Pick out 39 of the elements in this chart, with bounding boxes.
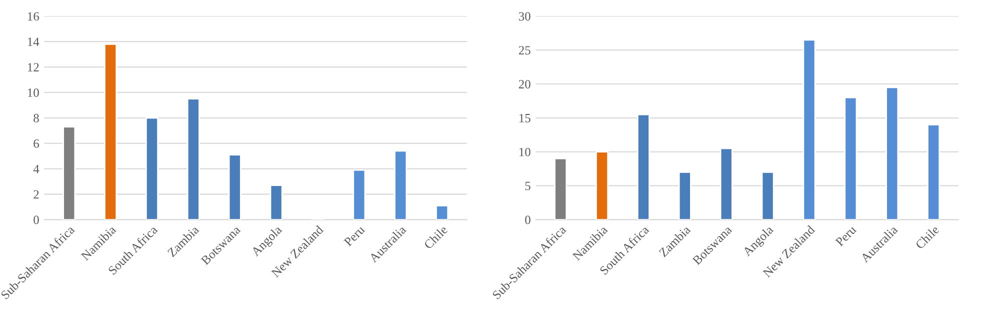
bar (636, 114, 650, 220)
bar (761, 171, 774, 220)
bar (554, 158, 568, 220)
y-tick-label: 16 (28, 12, 39, 21)
y-tick-label: 25 (518, 46, 530, 55)
bar (352, 169, 366, 220)
x-tick-label: Chile (914, 224, 940, 250)
bar (927, 124, 940, 220)
bar (228, 154, 242, 220)
bar (186, 98, 200, 220)
y-tick-label: 10 (28, 88, 39, 97)
y-tick-label: 14 (28, 38, 40, 46)
bar (678, 171, 692, 220)
y-tick-label: 5 (525, 182, 530, 190)
bar (270, 184, 283, 220)
y-tick-label: 20 (518, 80, 530, 88)
bar (596, 151, 609, 220)
bar (802, 39, 816, 220)
y-tick-label: 15 (519, 114, 530, 122)
x-tick-label: Peru (344, 224, 366, 247)
bar (436, 204, 449, 220)
y-tick-label: 6 (34, 139, 39, 148)
y-tick-label: 10 (519, 148, 530, 156)
bar (394, 150, 408, 220)
bar (145, 117, 158, 220)
y-tick-label: 12 (28, 63, 39, 72)
x-tick-label: Chile (423, 224, 448, 250)
y-tick-label: 4 (33, 164, 40, 174)
y-tick-label: 0 (525, 216, 530, 224)
bar (720, 148, 733, 220)
y-tick-label: 8 (34, 114, 39, 122)
bar (886, 86, 899, 220)
bar (844, 96, 858, 220)
bar (62, 126, 76, 220)
bar (104, 43, 118, 220)
y-tick-label: 2 (34, 190, 39, 199)
y-tick-label: 30 (518, 12, 530, 21)
y-tick-label: 0 (34, 216, 39, 224)
x-tick-label: Peru (835, 224, 857, 247)
